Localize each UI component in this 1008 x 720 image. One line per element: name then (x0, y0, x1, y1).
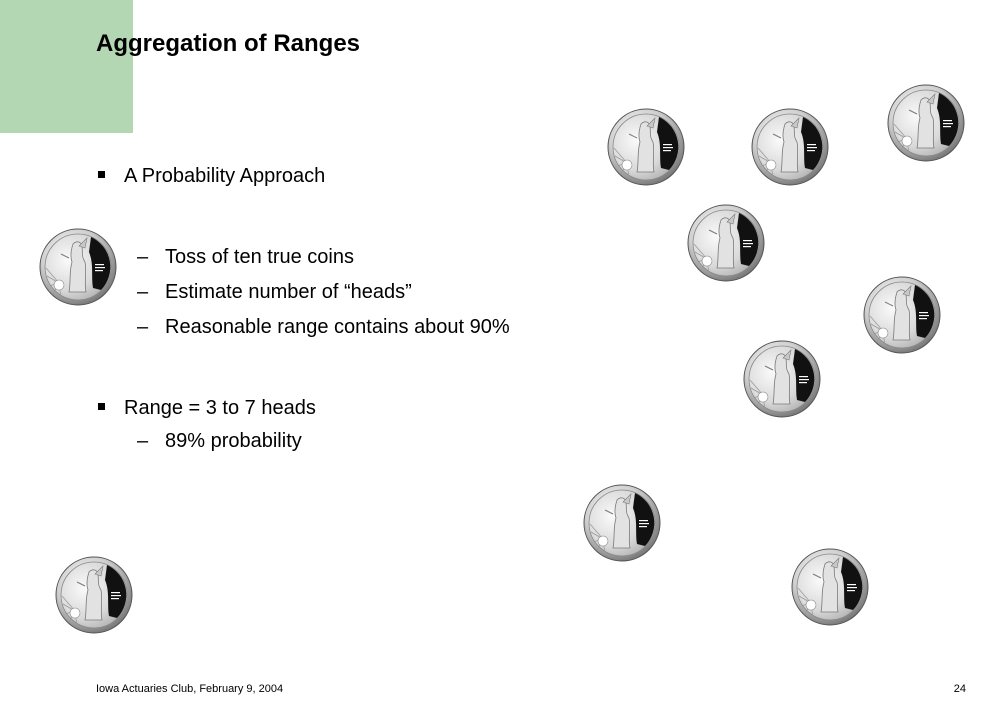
bullet-item-probability-approach: A Probability Approach (98, 164, 325, 188)
sub-item-probability: –89% probability (137, 429, 302, 453)
page-number: 24 (953, 683, 966, 695)
bullet-square-icon (98, 171, 105, 179)
bullet-square-icon (98, 403, 105, 411)
silver-eagle-coin-icon (607, 108, 685, 186)
silver-eagle-coin-icon (583, 484, 661, 562)
dash-icon: – (137, 430, 149, 452)
dash-icon: – (137, 281, 149, 303)
bullet-text: A Probability Approach (124, 165, 326, 187)
silver-eagle-coin-icon (791, 548, 869, 626)
sub-item-toss-coins: – Toss of ten true coins (137, 245, 354, 269)
dash-icon: – (137, 246, 149, 268)
bullet-item-range: Range = 3 to 7 heads (98, 396, 316, 420)
sub-item-estimate-heads: – Estimate number of “heads” (137, 280, 412, 304)
silver-eagle-coin-icon (863, 276, 941, 354)
silver-eagle-coin-icon (751, 108, 829, 186)
sub-item-text: Reasonable range contains about 90% (165, 316, 510, 338)
title-accent-block (0, 0, 133, 133)
footer-caption: Iowa Actuaries Club, February 9, 2004 (96, 683, 284, 695)
sub-item-text: Toss of ten true coins (165, 246, 354, 268)
silver-eagle-coin-icon (687, 204, 765, 282)
sub-item-text: 89% probability (165, 430, 302, 452)
silver-eagle-coin-icon (743, 340, 821, 418)
silver-eagle-coin-icon (39, 228, 117, 306)
dash-icon: – (137, 316, 149, 338)
silver-eagle-coin-icon (55, 556, 133, 634)
sub-item-text: Estimate number of “heads” (165, 281, 412, 303)
slide-title: Aggregation of Ranges (96, 30, 361, 57)
sub-item-reasonable-range: – Reasonable range contains about 90% (137, 315, 510, 339)
bullet-text: Range = 3 to 7 heads (124, 397, 316, 419)
silver-eagle-coin-icon (887, 84, 965, 162)
